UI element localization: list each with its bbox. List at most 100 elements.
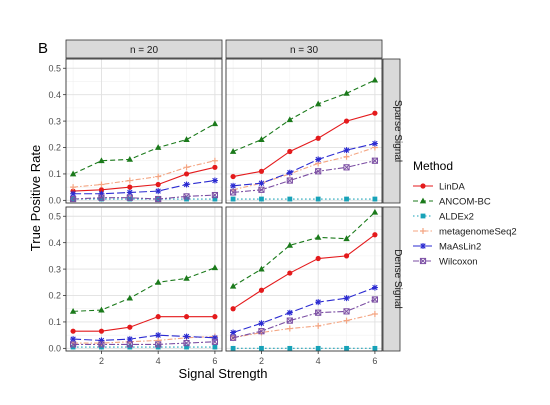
panel-border bbox=[225, 58, 383, 204]
row-strip-label: Dense Signal bbox=[392, 249, 403, 308]
row-strip-label: Sparse Signal bbox=[392, 100, 403, 162]
data-point bbox=[229, 189, 237, 196]
legend-label: metagenomeSeq2 bbox=[439, 227, 517, 238]
x-tick-label: 6 bbox=[212, 356, 217, 366]
data-point bbox=[183, 339, 190, 347]
data-point bbox=[127, 184, 133, 190]
data-point bbox=[70, 184, 77, 191]
data-point bbox=[286, 116, 294, 123]
data-point bbox=[315, 255, 321, 262]
data-point bbox=[258, 186, 265, 193]
data-point bbox=[70, 328, 76, 334]
data-point bbox=[315, 299, 322, 306]
data-point bbox=[230, 306, 236, 312]
data-point bbox=[230, 345, 236, 351]
legend-label: MaAsLin2 bbox=[439, 242, 481, 253]
data-point bbox=[183, 136, 190, 142]
data-point bbox=[98, 157, 105, 164]
data-point bbox=[315, 322, 322, 329]
data-point bbox=[126, 189, 133, 196]
data-point bbox=[343, 308, 350, 315]
y-tick-label: 0.0 bbox=[48, 344, 61, 354]
y-tick-label: 0.5 bbox=[48, 63, 61, 73]
row-strip bbox=[382, 206, 401, 352]
data-point bbox=[229, 282, 237, 289]
data-point bbox=[69, 341, 77, 348]
data-point bbox=[69, 307, 77, 314]
data-point bbox=[126, 156, 134, 162]
panel-border bbox=[65, 206, 223, 352]
series-line bbox=[73, 335, 215, 344]
data-point bbox=[154, 278, 162, 285]
legend-marker bbox=[419, 197, 427, 204]
data-point bbox=[343, 253, 350, 259]
y-tick-label: 0.3 bbox=[48, 264, 61, 274]
data-point bbox=[155, 337, 162, 344]
data-point bbox=[287, 270, 293, 276]
legend-marker bbox=[419, 257, 427, 265]
column-strip bbox=[225, 39, 383, 59]
legend-marker bbox=[420, 228, 426, 234]
panel-background bbox=[226, 207, 382, 351]
data-point bbox=[286, 177, 293, 184]
data-point bbox=[372, 110, 378, 116]
y-axis-label: True Positive Rate bbox=[28, 145, 43, 251]
data-point bbox=[314, 233, 322, 240]
data-point bbox=[70, 336, 77, 343]
y-tick-label: 0.2 bbox=[48, 291, 61, 301]
facet-panel: 2 4 6 bbox=[225, 206, 383, 366]
data-point bbox=[230, 173, 236, 180]
data-point bbox=[184, 344, 189, 350]
series-line bbox=[233, 143, 376, 187]
x-axis-label: Signal Strength bbox=[179, 366, 268, 381]
y-tick-label: 0.4 bbox=[48, 90, 61, 100]
data-point bbox=[258, 329, 265, 336]
series-line bbox=[232, 79, 376, 152]
data-point bbox=[258, 320, 265, 327]
data-point bbox=[372, 196, 378, 202]
facet-panel bbox=[225, 58, 383, 204]
legend-title: Method bbox=[413, 159, 453, 173]
data-point bbox=[343, 317, 350, 324]
data-point bbox=[126, 294, 134, 301]
data-point bbox=[212, 314, 218, 320]
data-point bbox=[372, 232, 378, 238]
column-strip-label: n = 30 bbox=[290, 45, 319, 56]
data-point bbox=[344, 345, 349, 351]
legend-item: ALDEx2 bbox=[413, 212, 474, 223]
y-tick-label: 0.2 bbox=[48, 143, 61, 153]
data-point bbox=[98, 194, 105, 201]
series-line bbox=[232, 112, 376, 178]
data-point bbox=[371, 208, 379, 215]
data-point bbox=[258, 265, 265, 272]
data-point bbox=[371, 311, 378, 318]
data-point bbox=[286, 317, 293, 324]
chart-legend: Method LinDA ANCOM-BC ALDEx2 metagenomeSeq2 M… bbox=[413, 159, 517, 268]
data-point bbox=[343, 153, 350, 160]
data-point bbox=[259, 196, 264, 202]
data-point bbox=[229, 148, 237, 154]
legend-item: Wilcoxon bbox=[413, 257, 478, 268]
series-line bbox=[232, 211, 376, 287]
data-point bbox=[371, 284, 378, 291]
data-point bbox=[211, 191, 219, 199]
panel-background bbox=[66, 59, 222, 203]
data-point bbox=[126, 341, 133, 348]
y-tick-label: 0.3 bbox=[48, 116, 61, 126]
data-point bbox=[183, 164, 190, 171]
data-point bbox=[183, 274, 190, 281]
data-point bbox=[183, 181, 190, 188]
data-point bbox=[258, 168, 265, 174]
x-tick-label: 4 bbox=[156, 356, 161, 366]
data-point bbox=[98, 181, 105, 188]
data-point bbox=[343, 147, 350, 154]
data-point bbox=[258, 328, 265, 335]
series-line bbox=[73, 166, 216, 192]
data-point bbox=[211, 157, 218, 164]
series-line bbox=[73, 316, 215, 332]
data-point bbox=[155, 195, 162, 203]
data-point bbox=[98, 306, 105, 313]
data-point bbox=[286, 325, 293, 332]
data-point bbox=[155, 314, 161, 320]
